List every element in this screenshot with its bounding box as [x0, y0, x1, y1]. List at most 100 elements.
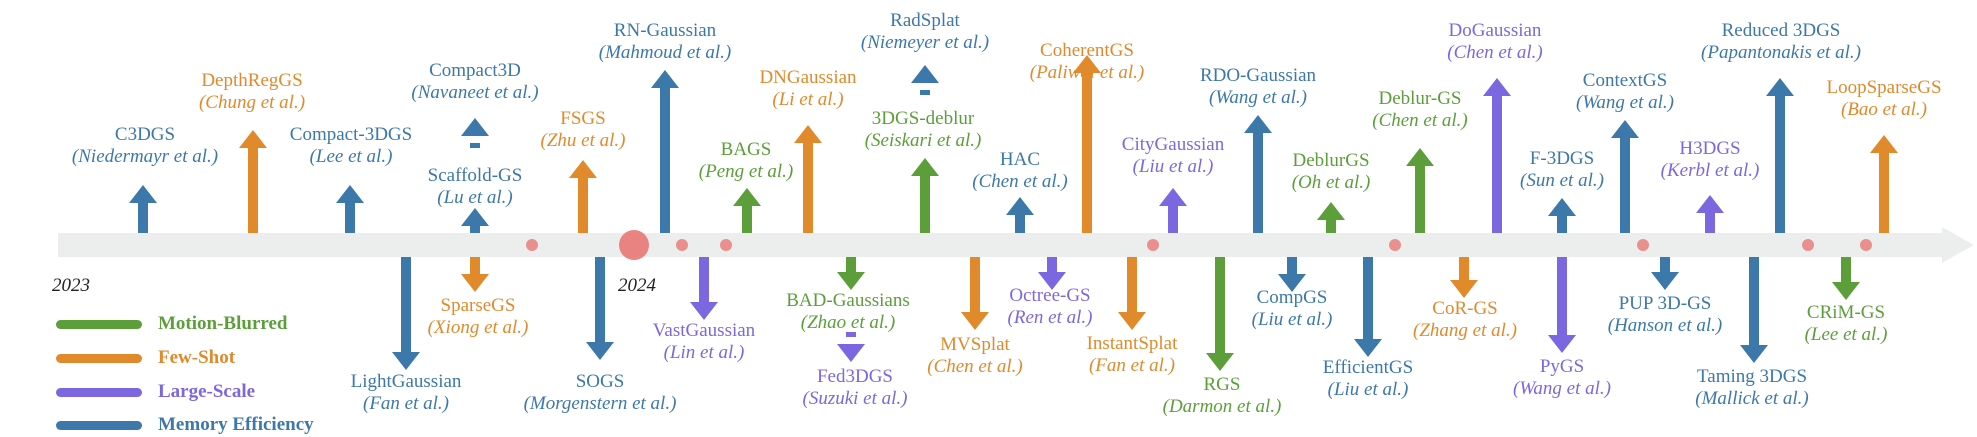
method-dogaussian-label: DoGaussian (Chen et al.)	[1447, 20, 1543, 64]
method-name: DNGaussian	[759, 67, 857, 88]
method-authors: (Fan et al.)	[1088, 354, 1175, 376]
method-lightgaussian-label: LightGaussian (Fan et al.)	[351, 371, 462, 415]
method-authors: (Xiong et al.)	[427, 316, 529, 338]
method-reduced-3dgs-arrow	[1766, 78, 1794, 233]
method-authors: (Liu et al.)	[1327, 378, 1409, 400]
method-name: CRiM-GS	[1806, 302, 1886, 323]
method-dngaussian-arrow	[794, 125, 822, 233]
method-authors: (Liu et al.)	[1251, 308, 1333, 330]
method-name: FSGS	[560, 108, 606, 129]
method-authors: (Lin et al.)	[663, 341, 745, 363]
method-name: VastGaussian	[652, 320, 756, 341]
method-cor-gs-label: CoR-GS (Zhang et al.)	[1413, 298, 1517, 342]
method-lightgaussian-arrow	[392, 257, 420, 370]
legend-item-memory-efficiency: Memory Efficiency	[56, 413, 314, 437]
method-pup-3d-gs-arrow	[1651, 257, 1679, 290]
method-deblurgs-label: DeblurGS (Oh et al.)	[1292, 150, 1371, 194]
method-loopsparsegs-label: LoopSparseGS (Bao et al.)	[1826, 77, 1941, 121]
method-authors: (Peng et al.)	[698, 160, 794, 182]
method-authors: (Zhang et al.)	[1413, 319, 1517, 341]
method-authors: (Kerbl et al.)	[1660, 159, 1760, 181]
method-authors: (Ren et al.)	[1007, 306, 1093, 328]
method-sogs-label: SOGS (Morgenstern et al.)	[524, 371, 677, 415]
method-bags-label: BAGS (Peng et al.)	[699, 139, 793, 183]
method-dngaussian-label: DNGaussian (Li et al.)	[759, 67, 856, 111]
method-authors: (Hanson et al.)	[1607, 314, 1723, 336]
method-3dgs-deblur-label: 3DGS-deblur (Seiskari et al.)	[865, 108, 982, 152]
method-efficientgs-arrow	[1354, 257, 1382, 357]
method-authors: (Papantonakis et al.)	[1701, 41, 1861, 63]
method-authors: (Liu et al.)	[1132, 155, 1214, 177]
method-sparsegs-arrow	[461, 257, 489, 292]
method-h3dgs-label: H3DGS (Kerbl et al.)	[1661, 138, 1760, 182]
method-name: C3DGS	[114, 124, 176, 145]
method-compgs-arrow	[1278, 257, 1306, 292]
milestone-dot	[676, 239, 688, 251]
method-vastgaussian-label: VastGaussian (Lin et al.)	[653, 320, 755, 364]
method-contextgs-arrow	[1611, 120, 1639, 233]
method-rgs-arrow	[1206, 257, 1234, 371]
method-name: PyGS	[1539, 356, 1585, 377]
milestone-dot	[1147, 239, 1159, 251]
method-name: DoGaussian	[1448, 20, 1542, 41]
method-c3dgs-arrow	[129, 185, 157, 233]
method-name: Fed3DGS	[816, 366, 894, 387]
method-citygaussian-arrow	[1159, 188, 1187, 233]
method-hac-arrow	[1006, 197, 1034, 233]
method-f-3dgs-label: F-3DGS (Sun et al.)	[1520, 148, 1604, 192]
method-name: SOGS	[575, 371, 625, 392]
method-instantsplat-label: InstantSplat (Fan et al.)	[1087, 333, 1178, 377]
method-authors: (Oh et al.)	[1291, 171, 1371, 193]
method-name: RDO-Gaussian	[1199, 65, 1317, 86]
method-depthreggs-label: DepthRegGS (Chung et al.)	[199, 70, 305, 114]
method-fsgs-arrow	[569, 160, 597, 233]
legend-label: Memory Efficiency	[158, 414, 314, 435]
year-label-2023: 2023	[52, 275, 90, 296]
method-name: RadSplat	[890, 10, 960, 31]
method-loopsparsegs-arrow	[1870, 135, 1898, 233]
method-rn-gaussian-arrow	[651, 70, 679, 233]
method-taming-3dgs-label: Taming 3DGS (Mallick et al.)	[1695, 366, 1808, 410]
method-bad-gaussians-arrow	[837, 257, 865, 290]
method-taming-3dgs-arrow	[1740, 257, 1768, 363]
method-authors: (Niedermayr et al.)	[71, 145, 219, 167]
method-name: F-3DGS	[1529, 148, 1595, 169]
method-name: SparseGS	[440, 295, 516, 316]
method-name: MVSplat	[940, 334, 1010, 355]
method-authors: (Zhu et al.)	[540, 129, 626, 151]
legend-swatch	[56, 319, 142, 329]
method-name: EfficientGS	[1322, 357, 1414, 378]
milestone-dot	[1637, 239, 1649, 251]
method-authors: (Li et al.)	[772, 88, 844, 110]
method-compact-3dgs-arrow	[336, 185, 364, 233]
method-name: RGS	[1203, 374, 1241, 395]
method-authors: (Wang et al.)	[1576, 91, 1674, 113]
method-name: Octree-GS	[1009, 285, 1091, 306]
method-name: H3DGS	[1679, 138, 1741, 159]
method-scaffold-gs-arrow	[461, 208, 489, 233]
method-name: DeblurGS	[1292, 150, 1370, 171]
method-pygs-label: PyGS (Wang et al.)	[1513, 356, 1611, 400]
method-crim-gs-label: CRiM-GS (Lee et al.)	[1805, 302, 1888, 346]
method-authors: (Chen et al.)	[1372, 109, 1468, 131]
method-fed3dgs-label: Fed3DGS (Suzuki et al.)	[802, 366, 907, 410]
method-authors: (Lee et al.)	[1804, 323, 1888, 345]
milestone-dot	[720, 239, 732, 251]
method-name: CoR-GS	[1432, 298, 1498, 319]
method-mvsplat-label: MVSplat (Chen et al.)	[927, 334, 1023, 378]
method-authors: (Wang et al.)	[1513, 377, 1611, 399]
method-authors: (Sun et al.)	[1520, 169, 1604, 191]
method-sogs-arrow	[586, 257, 614, 360]
method-deblurgs-arrow	[1317, 202, 1345, 233]
method-reduced-3dgs-label: Reduced 3DGS (Papantonakis et al.)	[1701, 20, 1861, 64]
method-compact3d-label: Compact3D (Navaneet et al.)	[411, 60, 538, 104]
method-name: BAGS	[720, 139, 772, 160]
method-authors: (Chung et al.)	[198, 91, 306, 113]
legend-swatch	[56, 387, 142, 397]
milestone-dot	[526, 239, 538, 251]
method-rgs-label: RGS (Darmon et al.)	[1163, 374, 1282, 418]
method-name: PUP 3D-GS	[1618, 293, 1712, 314]
method-h3dgs-arrow	[1696, 195, 1724, 233]
method-name: CityGaussian	[1121, 134, 1225, 155]
